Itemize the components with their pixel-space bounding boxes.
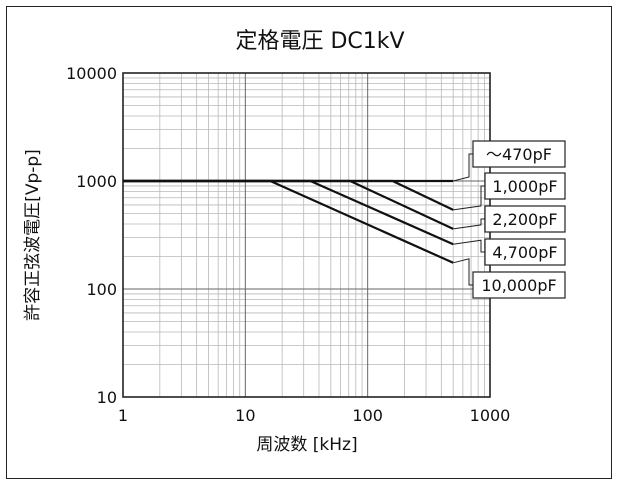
series-line-4: [123, 179, 454, 264]
chart-frame: 定格電圧 DC1kV ～470pF 1,000pF 2,200pF 4,700pF 10…: [6, 6, 612, 479]
y-axis-label: 許容正弦波電圧[Vp-p]: [23, 149, 43, 321]
callout-leader-1: [453, 185, 485, 211]
series-label-0: ～470pF: [486, 145, 552, 164]
series-label-2: 2,200pF: [492, 210, 557, 229]
callout-box-0: [472, 140, 566, 168]
y-tick-label: 1000: [76, 172, 117, 191]
series-label-4: 10,000pF: [481, 276, 556, 295]
x-tick-labels: 1 10 100 1000: [118, 406, 510, 425]
x-tick-label: 1000: [470, 406, 511, 425]
series-label-3: 4,700pF: [492, 243, 557, 262]
x-tick-label: 100: [352, 406, 383, 425]
chart: 定格電圧 DC1kV ～470pF 1,000pF 2,200pF 4,700pF 10…: [23, 29, 566, 455]
x-axis-label: 周波数 [kHz]: [256, 435, 357, 455]
plot-area-frame: [122, 72, 491, 398]
callout-leader-0: [453, 153, 473, 182]
y-tick-label: 100: [86, 280, 117, 299]
x-tick-label: 10: [235, 406, 255, 425]
callout-leader-3: [453, 239, 485, 253]
x-tick-label: 1: [118, 406, 128, 425]
y-tick-labels: 10 100 1000 10000: [66, 64, 117, 407]
callout-box-2: [484, 205, 566, 233]
series-labels: ～470pF 1,000pF 2,200pF 4,700pF 10,000pF: [453, 140, 566, 299]
y-tick-label: 10: [97, 388, 117, 407]
callout-box-3: [484, 238, 566, 266]
series-line-3: [123, 179, 454, 246]
series-label-1: 1,000pF: [492, 177, 557, 196]
series-lines: [123, 179, 454, 264]
y-tick-label: 10000: [66, 64, 117, 83]
callout-leader-2: [453, 218, 485, 230]
chart-title: 定格電圧 DC1kV: [235, 29, 404, 54]
callout-leader-4: [453, 258, 473, 286]
callout-box-1: [484, 172, 566, 200]
callout-box-4: [472, 271, 566, 299]
